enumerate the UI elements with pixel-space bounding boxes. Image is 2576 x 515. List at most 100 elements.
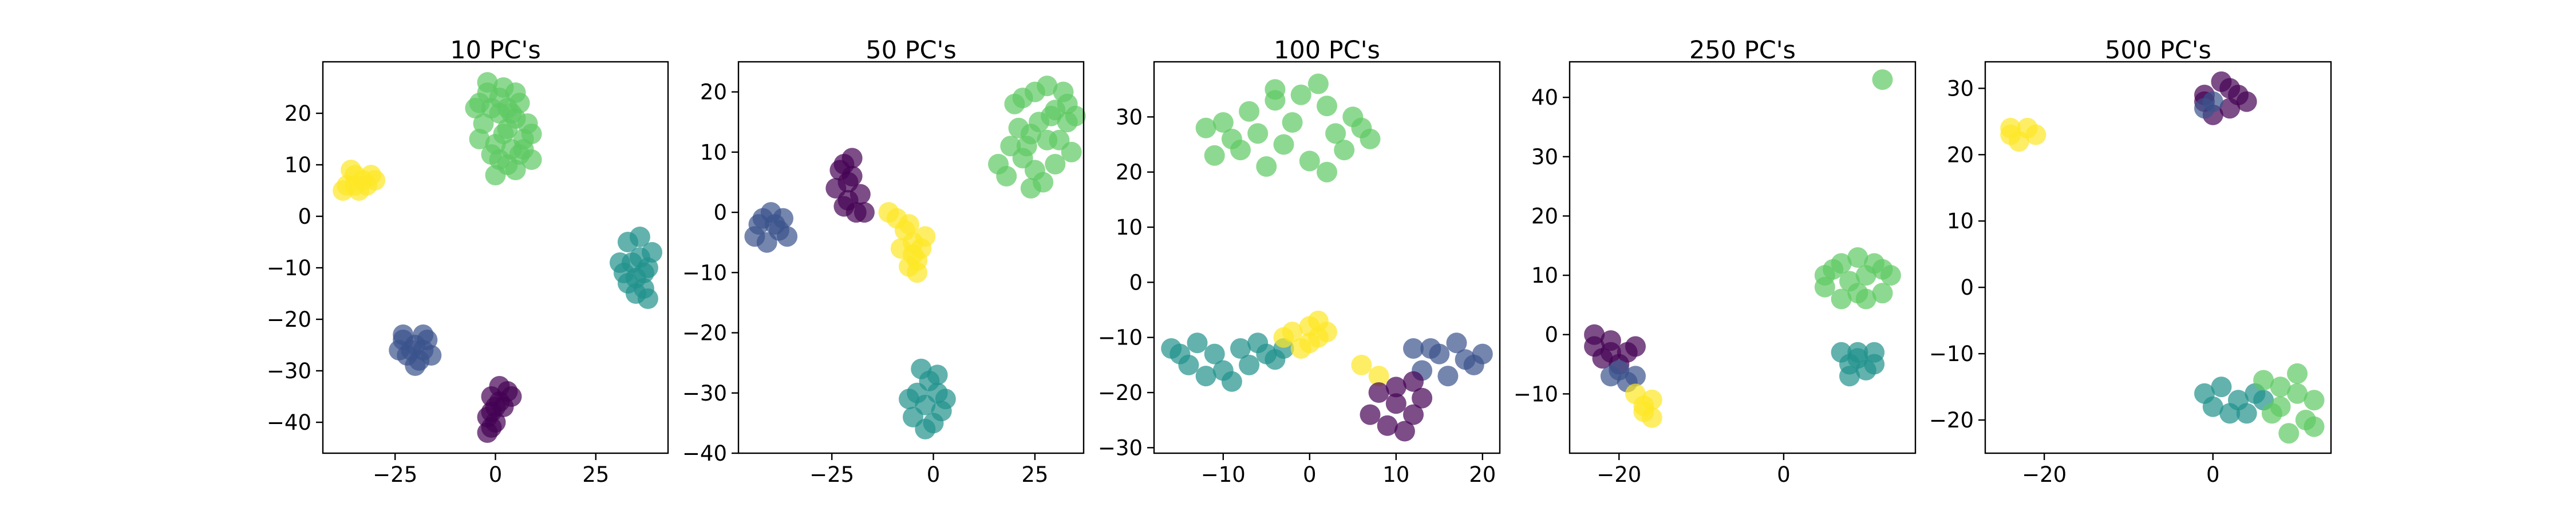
scatter-point-cluster-3 bbox=[878, 202, 899, 223]
y-tick-label: −20 bbox=[1098, 381, 1143, 405]
scatter-point-cluster-5 bbox=[501, 386, 522, 407]
y-tick-label: −40 bbox=[267, 410, 311, 435]
scatter-point-cluster-4 bbox=[405, 355, 426, 376]
scatter-point-cluster-1 bbox=[1239, 101, 1260, 122]
scatter-point-cluster-4 bbox=[2236, 403, 2257, 424]
y-tick-label: 20 bbox=[1116, 160, 1143, 185]
scatter-point-cluster-1 bbox=[1290, 84, 1311, 105]
y-tick-label: −10 bbox=[682, 260, 727, 285]
scatter-point-cluster-3 bbox=[642, 242, 662, 263]
panel-title: 250 PC's bbox=[1689, 36, 1796, 65]
scatter-point-cluster-1 bbox=[489, 149, 510, 170]
scatter-point-cluster-1 bbox=[1212, 112, 1234, 133]
y-tick-label: −10 bbox=[267, 256, 311, 280]
scatter-point-cluster-2 bbox=[854, 202, 875, 223]
x-tick-label: −20 bbox=[1597, 462, 1641, 487]
scatter-point-cluster-3 bbox=[1368, 366, 1389, 387]
scatter-point-cluster-5 bbox=[2304, 416, 2325, 437]
x-tick-label: 10 bbox=[1382, 462, 1409, 487]
scatter-point-cluster-2 bbox=[1195, 366, 1216, 387]
scatter-point-cluster-2 bbox=[365, 170, 386, 191]
x-tick-label: 20 bbox=[1469, 462, 1496, 487]
scatter-point-cluster-2 bbox=[1839, 354, 1860, 375]
scatter-point-cluster-2 bbox=[837, 172, 859, 193]
scatter-point-cluster-1 bbox=[1045, 153, 1066, 175]
scatter-point-cluster-5 bbox=[2287, 383, 2308, 404]
y-tick-label: −40 bbox=[682, 441, 727, 466]
scatter-point-cluster-5 bbox=[1360, 404, 1381, 425]
scatter-point-cluster-1 bbox=[2000, 117, 2021, 138]
y-tick-label: 0 bbox=[1129, 270, 1143, 295]
scatter-point-cluster-1 bbox=[1334, 140, 1355, 161]
scatter-point-cluster-4 bbox=[1437, 366, 1459, 387]
scatter-point-cluster-3 bbox=[899, 214, 919, 235]
scatter-point-cluster-4 bbox=[1600, 366, 1621, 387]
scatter-point-cluster-5 bbox=[2278, 423, 2300, 444]
y-tick-label: 20 bbox=[1947, 142, 1974, 167]
scatter-point-cluster-2 bbox=[1187, 332, 1208, 354]
scatter-point-cluster-5 bbox=[485, 397, 506, 417]
scatter-point-cluster-5 bbox=[2253, 370, 2274, 391]
scatter-point-cluster-3 bbox=[2194, 98, 2215, 119]
scatter-point-cluster-3 bbox=[1299, 332, 1320, 354]
y-tick-label: −10 bbox=[1098, 326, 1143, 350]
scatter-point-cluster-1 bbox=[1317, 96, 1337, 117]
scatter-point-cluster-5 bbox=[1368, 382, 1389, 403]
panel-1: 10 PC's −25 0 25 −40 −30 −20 −10 0 10 20 bbox=[267, 36, 669, 487]
scatter-point-cluster-3 bbox=[629, 227, 650, 247]
scatter-point-cluster-1 bbox=[505, 160, 526, 180]
scatter-point-cluster-3 bbox=[609, 252, 630, 273]
scatter-point-cluster-1 bbox=[1872, 259, 1893, 280]
scatter-point-cluster-5 bbox=[481, 417, 502, 438]
y-tick-label: 20 bbox=[285, 101, 311, 126]
scatter-point-cluster-1 bbox=[1057, 93, 1078, 114]
scatter-point-cluster-3 bbox=[1273, 327, 1294, 348]
scatter-point-cluster-1 bbox=[988, 153, 1009, 175]
scatter-point-cluster-2 bbox=[833, 196, 855, 217]
scatter-point-cluster-1 bbox=[1282, 112, 1303, 133]
scatter-point-cluster-5 bbox=[1403, 404, 1424, 425]
scatter-point-cluster-4 bbox=[2202, 396, 2223, 417]
scatter-point-cluster-4 bbox=[393, 324, 414, 345]
scatter-point-cluster-2 bbox=[2236, 91, 2257, 112]
scatter-point-cluster-1 bbox=[1847, 283, 1868, 304]
scatter-point-cluster-1 bbox=[1823, 259, 1844, 280]
scatter-point-cluster-5 bbox=[1403, 371, 1424, 392]
scatter-point-cluster-5 bbox=[1394, 421, 1415, 442]
scatter-point-cluster-2 bbox=[1170, 343, 1191, 365]
y-tick-label: 10 bbox=[1531, 263, 1558, 288]
scatter-point-cluster-1 bbox=[481, 98, 502, 118]
x-tick-label: 25 bbox=[1021, 462, 1048, 487]
scatter-point-cluster-5 bbox=[915, 418, 936, 439]
scatter-point-cluster-3 bbox=[903, 244, 923, 265]
scatter-point-cluster-1 bbox=[1256, 156, 1277, 177]
y-tick-label: 10 bbox=[1116, 215, 1143, 240]
scatter-point-cluster-4 bbox=[1463, 354, 1484, 375]
panel-3: 100 PC's −10 0 10 20 −30 −20 −10 0 10 20 30 bbox=[1098, 36, 1501, 487]
scatter-point-cluster-1 bbox=[497, 118, 518, 139]
scatter-points bbox=[744, 76, 1086, 439]
scatter-point-cluster-1 bbox=[1872, 69, 1893, 90]
y-tick-label: 0 bbox=[1544, 323, 1558, 347]
scatter-point-cluster-2 bbox=[1230, 338, 1251, 359]
scatter-point-cluster-1 bbox=[1299, 150, 1320, 172]
y-tick-label: 10 bbox=[700, 140, 727, 165]
scatter-point-cluster-2 bbox=[841, 148, 863, 169]
scatter-point-cluster-2 bbox=[1204, 343, 1225, 365]
scatter-point-cluster-5 bbox=[1377, 415, 1398, 436]
y-tick-label: 0 bbox=[1960, 275, 1974, 300]
scatter-point-cluster-2 bbox=[1221, 371, 1242, 392]
scatter-point-cluster-2 bbox=[1247, 332, 1269, 354]
panel-title: 50 PC's bbox=[866, 36, 957, 65]
scatter-point-cluster-1 bbox=[1000, 136, 1021, 157]
y-tick-label: 0 bbox=[713, 200, 727, 225]
panel-4: 250 PC's −20 0 −10 0 10 20 30 40 bbox=[1514, 36, 1917, 487]
scatter-point-cluster-1 bbox=[1020, 124, 1041, 145]
scatter-point-cluster-2 bbox=[341, 160, 362, 180]
scatter-point-cluster-2 bbox=[1239, 354, 1260, 375]
scatter-point-cluster-5 bbox=[2270, 396, 2291, 417]
y-tick-label: −30 bbox=[1098, 435, 1143, 460]
scatter-point-cluster-2 bbox=[2219, 78, 2241, 99]
scatter-point-cluster-5 bbox=[2304, 390, 2325, 411]
